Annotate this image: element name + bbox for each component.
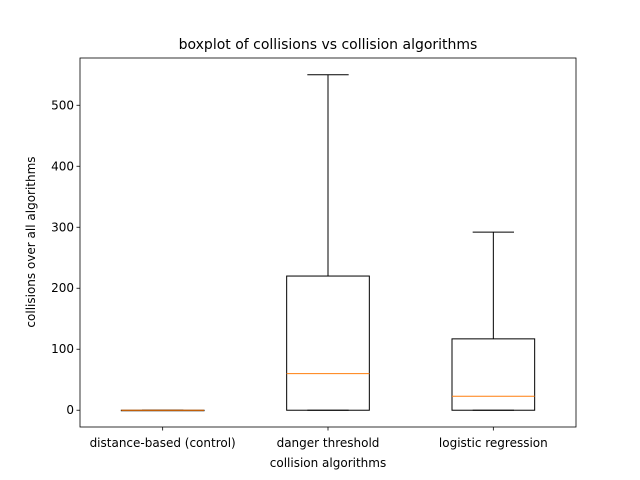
y-tick-label: 500 [51, 98, 74, 112]
x-axis-label: collision algorithms [270, 456, 386, 470]
y-tick-label: 100 [51, 342, 74, 356]
y-tick-label: 200 [51, 281, 74, 295]
box-iqr [286, 275, 370, 411]
y-tick-label: 300 [51, 220, 74, 234]
x-tick-label: distance-based (control) [90, 436, 236, 450]
y-tick-label: 400 [51, 159, 74, 173]
x-tick-label: logistic regression [439, 436, 548, 450]
y-tick-label: 0 [66, 403, 74, 417]
box-iqr [451, 338, 536, 411]
x-tick-label: danger threshold [277, 436, 380, 450]
chart-title: boxplot of collisions vs collision algor… [179, 37, 478, 53]
y-axis-label: collisions over all algorithms [24, 156, 38, 327]
